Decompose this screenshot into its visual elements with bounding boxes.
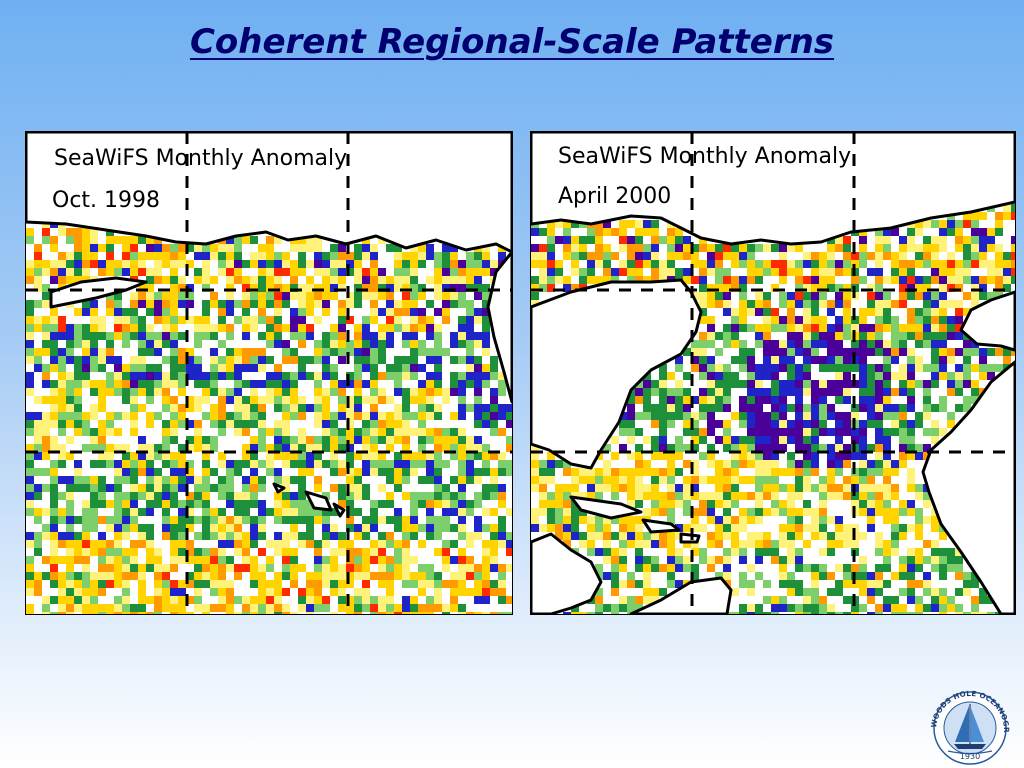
logo-year: 1930 [959,752,981,761]
dashed-gridlines [531,132,1015,614]
slide-title: Coherent Regional-Scale Patterns [189,22,835,62]
coastline [531,132,1015,614]
pacific-anomaly-map [26,132,512,614]
atlantic-anomaly-map [531,132,1015,614]
map-label-date: Oct. 1998 [52,188,161,213]
anomaly-grid [531,132,1015,614]
map-label-title: SeaWiFS Monthly Anomaly [54,146,348,171]
map-label-date: April 2000 [558,184,672,209]
whoi-logo: WOODS HOLE OCEANOGRAPHIC INSTITUTION 193… [922,680,1018,766]
anomaly-grid [26,220,512,614]
map-label-title: SeaWiFS Monthly Anomaly [558,144,852,169]
dashed-gridlines [26,132,512,614]
coastline [26,132,512,518]
anomaly-map-oct-1998: SeaWiFS Monthly Anomaly Oct. 1998 [25,131,513,615]
whoi-seal-icon: WOODS HOLE OCEANOGRAPHIC INSTITUTION [922,680,1011,765]
anomaly-map-april-2000: SeaWiFS Monthly Anomaly April 2000 [530,131,1016,615]
